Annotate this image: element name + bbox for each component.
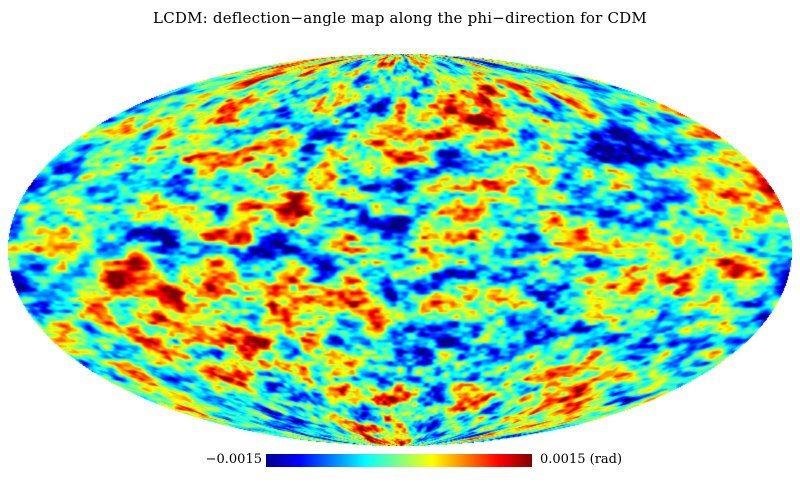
colorbar: −0.0015 0.0015 (rad) — [0, 452, 800, 470]
colorbar-min-label: −0.0015 — [205, 452, 262, 467]
colorbar-gradient — [266, 454, 532, 467]
map-title: LCDM: deflection−angle map along the phi… — [153, 9, 647, 27]
colorbar-max-label: 0.0015 (rad) — [540, 452, 623, 467]
mollweide-sky-map — [8, 54, 792, 446]
